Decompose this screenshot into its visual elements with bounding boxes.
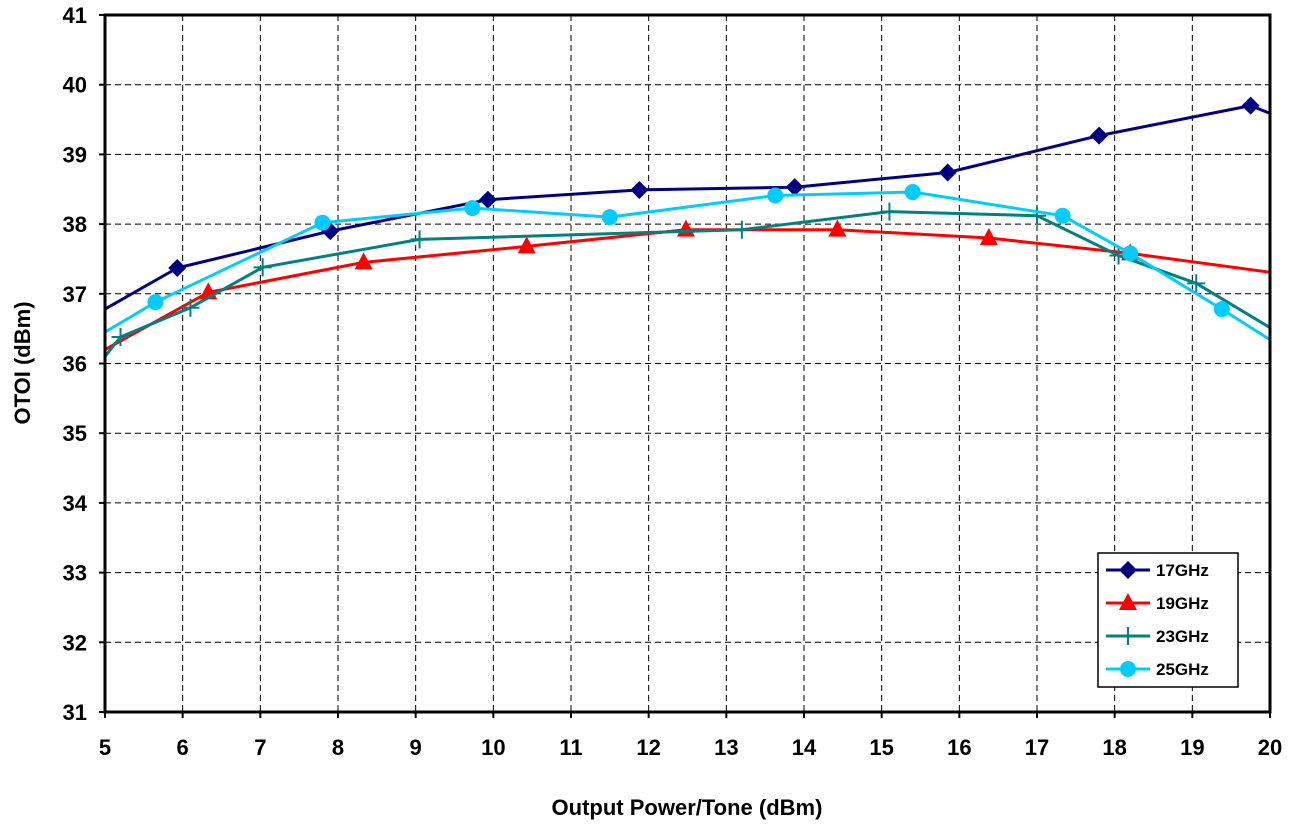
x-axis-tick-labels: 5 6 7 8 9 10 11 12 13 14 15 16 17 18 19 20 <box>99 735 1282 760</box>
data-point-23ghz <box>1187 274 1206 293</box>
data-point-23ghz <box>1028 206 1046 225</box>
y-axis-title: OTOI (dBm) <box>10 301 35 424</box>
x-tick-label: 9 <box>410 735 422 760</box>
plot-area-border <box>103 13 1272 714</box>
y-tick-label: 31 <box>63 700 87 725</box>
data-point-25ghz <box>314 214 331 231</box>
data-point-25ghz <box>904 184 921 201</box>
y-tick-label: 33 <box>63 561 87 586</box>
legend-marker-19ghz <box>1119 593 1137 610</box>
legend-item-25ghz: 25GHz <box>1106 660 1209 679</box>
x-tick-label: 17 <box>1025 735 1049 760</box>
x-tick-label: 19 <box>1180 735 1204 760</box>
data-point-17ghz <box>785 178 804 197</box>
series-17ghz <box>105 96 1270 311</box>
legend-marker-25ghz <box>1120 661 1136 677</box>
data-point-25ghz <box>147 294 164 311</box>
y-tick-label: 34 <box>63 491 88 516</box>
x-tick-label: 18 <box>1102 735 1126 760</box>
data-point-25ghz <box>1213 301 1230 318</box>
y-tick-label: 35 <box>63 421 87 446</box>
x-tick-label: 14 <box>792 735 817 760</box>
data-point-19ghz <box>517 236 536 254</box>
y-axis-tick-labels: 31 32 33 34 35 36 37 38 39 40 41 <box>63 3 88 725</box>
data-point-17ghz <box>168 259 187 278</box>
data-point-17ghz <box>478 190 497 209</box>
data-point-23ghz <box>111 328 130 347</box>
y-tick-label: 37 <box>63 282 87 307</box>
series-layer <box>105 96 1270 358</box>
y-tick-label: 40 <box>63 73 87 98</box>
series-line-25ghz <box>105 190 1270 342</box>
legend-marker-23ghz <box>1119 627 1137 645</box>
data-point-23ghz <box>880 202 899 221</box>
y-tick-label: 36 <box>63 352 87 377</box>
data-point-25ghz <box>1054 207 1071 224</box>
legend: 17GHz 19GHz 23GHz 25GHz <box>1097 552 1239 688</box>
data-point-23ghz <box>410 230 429 249</box>
x-tick-label: 12 <box>636 735 660 760</box>
legend-item-19ghz: 19GHz <box>1106 593 1209 613</box>
data-point-25ghz <box>464 200 481 217</box>
data-point-19ghz <box>676 219 695 237</box>
y-tick-label: 32 <box>63 630 87 655</box>
data-point-17ghz <box>630 180 649 199</box>
x-tick-label: 10 <box>481 735 505 760</box>
x-axis-title: Output Power/Tone (dBm) <box>552 795 823 820</box>
data-point-17ghz <box>1090 126 1109 145</box>
data-point-17ghz <box>1241 96 1260 115</box>
x-tick-label: 11 <box>559 735 582 760</box>
y-tick-label: 41 <box>63 3 87 28</box>
legend-label-17ghz: 17GHz <box>1156 561 1209 580</box>
legend-item-23ghz: 23GHz <box>1106 627 1209 646</box>
series-19ghz <box>105 219 1270 351</box>
series-line-17ghz <box>105 104 1270 311</box>
x-tick-label: 8 <box>332 735 344 760</box>
data-point-25ghz <box>767 187 784 204</box>
series-line-23ghz <box>105 210 1270 358</box>
y-tick-label: 39 <box>63 142 87 167</box>
x-tick-label: 15 <box>869 735 893 760</box>
data-point-19ghz <box>828 219 847 237</box>
data-point-23ghz <box>732 220 751 239</box>
data-point-25ghz <box>1122 245 1139 262</box>
data-point-19ghz <box>354 252 373 270</box>
legend-label-25ghz: 25GHz <box>1156 660 1209 679</box>
data-point-23ghz <box>181 298 200 317</box>
x-tick-label: 20 <box>1258 735 1282 760</box>
legend-label-19ghz: 19GHz <box>1156 594 1209 613</box>
x-tick-label: 16 <box>947 735 971 760</box>
series-23ghz <box>105 202 1270 358</box>
x-tick-label: 13 <box>714 735 738 760</box>
legend-label-23ghz: 23GHz <box>1156 627 1209 646</box>
x-tick-label: 5 <box>99 735 111 760</box>
legend-marker-17ghz <box>1119 561 1137 579</box>
legend-item-17ghz: 17GHz <box>1106 561 1209 580</box>
y-tick-label: 38 <box>63 212 87 237</box>
data-point-25ghz <box>601 209 618 226</box>
series-25ghz <box>105 184 1270 342</box>
data-point-23ghz <box>253 258 272 277</box>
grid-lines <box>99 14 1271 718</box>
series-line-19ghz <box>105 228 1270 351</box>
data-point-17ghz <box>938 163 957 182</box>
x-tick-label: 6 <box>177 735 189 760</box>
data-point-19ghz <box>979 228 998 246</box>
x-tick-label: 7 <box>254 735 266 760</box>
